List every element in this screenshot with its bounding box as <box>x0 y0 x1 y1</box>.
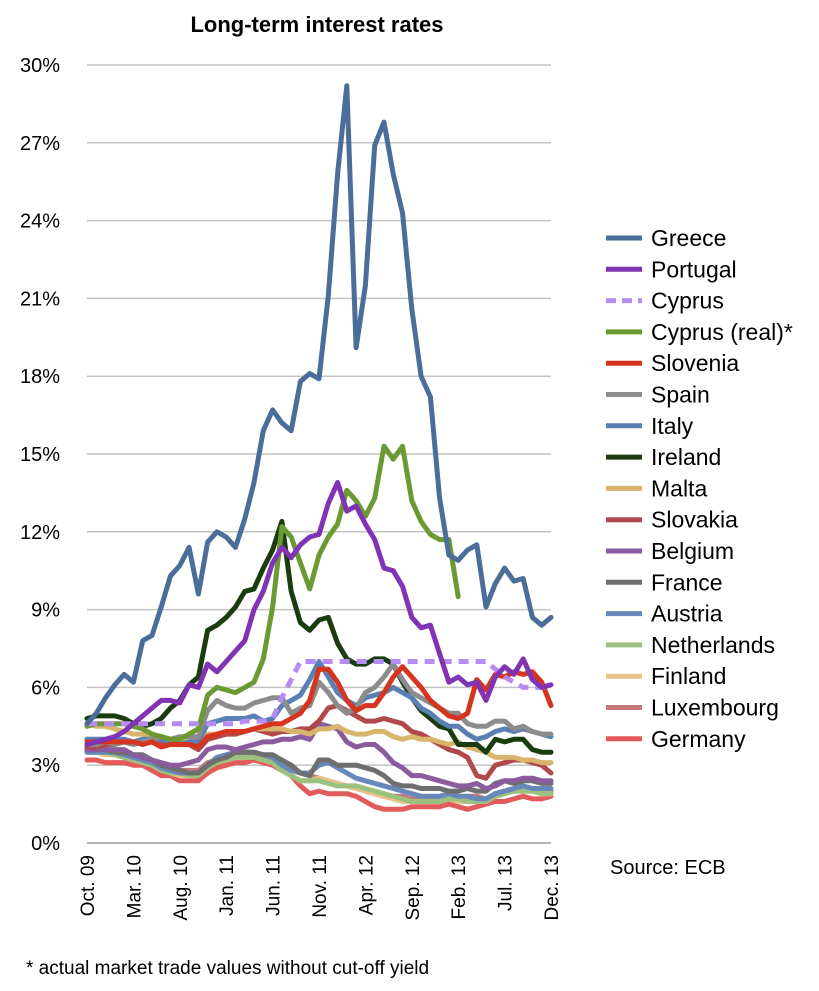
series-line <box>87 659 551 727</box>
legend-label: Cyprus (real)* <box>651 319 793 345</box>
y-tick-label: 0% <box>31 833 60 855</box>
series-line <box>84 83 554 727</box>
x-tick-label: Feb. 13 <box>449 855 470 919</box>
series-line <box>84 659 554 747</box>
x-tick-label: Sep. 12 <box>403 855 424 921</box>
legend-label: Netherlands <box>651 632 775 658</box>
series-lines <box>84 83 554 812</box>
series-line <box>84 749 554 802</box>
y-tick-label: 12% <box>20 522 60 544</box>
legend-label: Luxembourg <box>651 695 779 721</box>
series-line <box>84 749 554 804</box>
y-tick-label: 15% <box>20 444 60 466</box>
legend-label: Austria <box>651 601 723 627</box>
chart-title: Long-term interest rates <box>190 12 443 37</box>
legend-label: Portugal <box>651 256 737 282</box>
series-line <box>84 518 554 755</box>
x-tick-label: Apr. 12 <box>356 855 377 915</box>
series-line <box>84 480 554 747</box>
legend-label: Slovenia <box>651 350 739 376</box>
x-tick-label: Aug. 10 <box>171 855 192 921</box>
x-tick-label: Jun. 11 <box>264 855 285 916</box>
y-tick-label: 27% <box>20 133 60 155</box>
x-axis-ticks: Oct. 09 Mar. 10 Aug. 10 Jan. 11 Jun. 11 Nov. … <box>78 855 563 921</box>
y-tick-label: 3% <box>31 755 60 777</box>
source-note: Source: ECB <box>610 857 726 879</box>
legend-label: Spain <box>651 382 710 408</box>
y-axis-ticks: 0% 3% 6% 9% 12% 15% 18% 21% 24% 27% 30% <box>20 55 60 855</box>
legend-label: Greece <box>651 225 726 251</box>
x-tick-label: Jan. 11 <box>217 855 238 916</box>
footnote: * actual market trade values without cut… <box>26 958 429 979</box>
y-tick-label: 9% <box>31 600 60 622</box>
legend-label: Cyprus <box>651 288 724 314</box>
legend-label: Italy <box>651 413 694 439</box>
legend-label: Ireland <box>651 444 721 470</box>
legend-label: Malta <box>651 475 707 501</box>
legend: Greece Portugal Cyprus Cyprus (real)* Sloven… <box>606 225 793 752</box>
legend-label: Slovakia <box>651 507 738 533</box>
y-tick-label: 21% <box>20 288 60 310</box>
y-tick-label: 30% <box>20 55 60 77</box>
legend-label: Germany <box>651 726 746 752</box>
series-line <box>84 747 554 794</box>
x-tick-label: Dec. 13 <box>542 855 563 920</box>
series-line <box>84 664 554 750</box>
legend-label: Belgium <box>651 538 734 564</box>
y-tick-label: 18% <box>20 366 60 388</box>
x-tick-label: Nov. 11 <box>310 855 331 918</box>
series-line <box>84 443 461 742</box>
x-tick-label: Mar. 10 <box>124 855 145 918</box>
series-line <box>84 757 554 812</box>
x-tick-label: Oct. 09 <box>78 855 99 916</box>
legend-label: France <box>651 569 723 595</box>
y-tick-label: 24% <box>20 211 60 233</box>
x-tick-label: Jul. 13 <box>496 855 517 911</box>
y-tick-label: 6% <box>31 677 60 699</box>
legend-label: Finland <box>651 663 726 689</box>
